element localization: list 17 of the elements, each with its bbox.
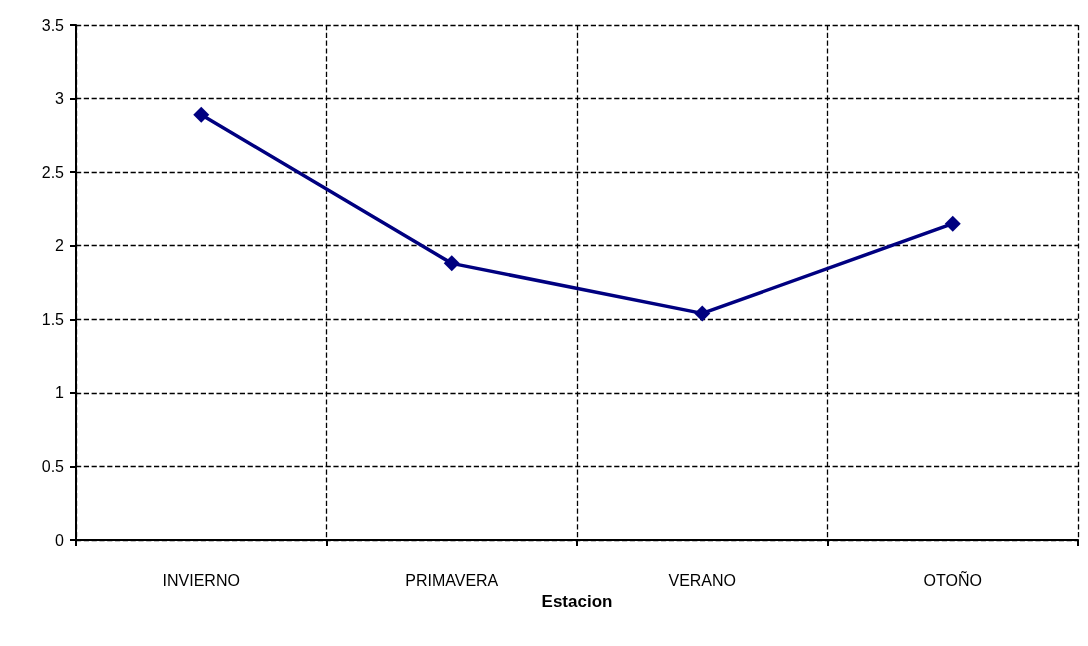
x-tick-label: VERANO: [668, 571, 737, 589]
x-tick-label: OTOÑO: [923, 569, 982, 589]
y-tick-label: 3: [55, 90, 65, 108]
x-axis-title: Estacion: [541, 591, 613, 611]
point: [443, 255, 460, 272]
x-tick-label: INVIERNO: [162, 571, 240, 589]
y-tick-label: 3.5: [41, 16, 65, 34]
y-tick-label: 1: [55, 384, 65, 402]
point: [694, 305, 711, 322]
y-tick-label: 2: [55, 237, 65, 255]
y-tick-label: 2.5: [41, 163, 65, 181]
y-tick-label: 1.5: [41, 310, 65, 328]
y-tick-label: 0: [55, 531, 65, 549]
point: [193, 106, 210, 123]
x-tick-label: PRIMAVERA: [405, 571, 499, 589]
y-tick-label: 0.5: [41, 457, 65, 475]
point: [944, 215, 961, 232]
